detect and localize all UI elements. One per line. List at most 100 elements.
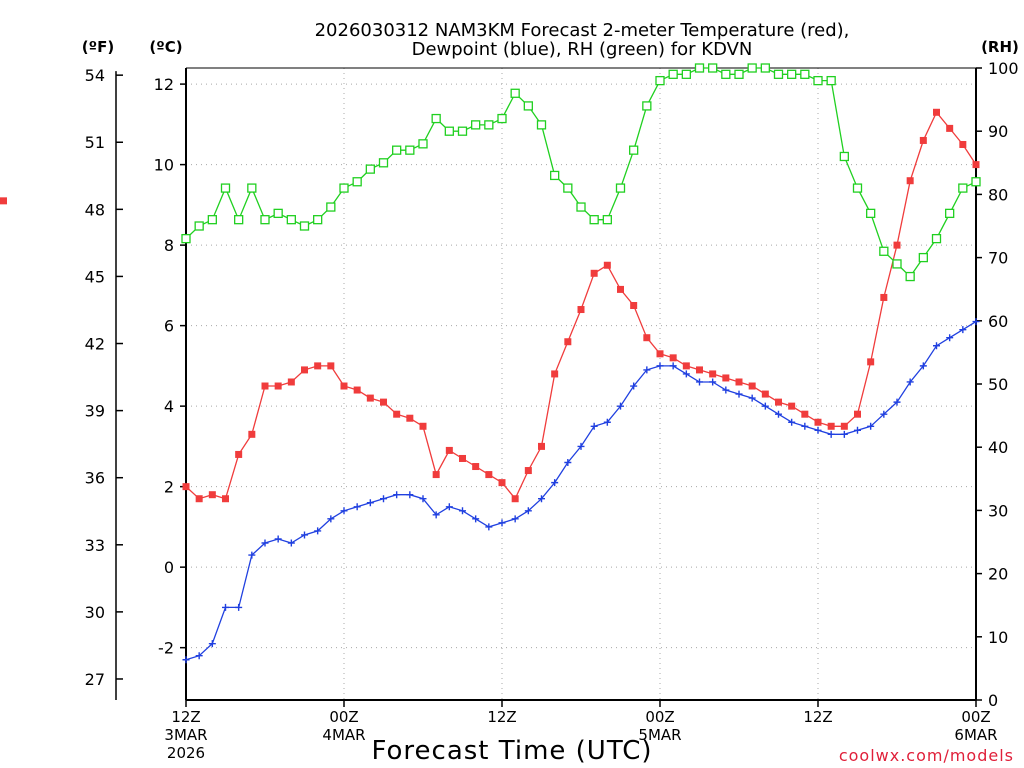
dewpoint-point (854, 426, 861, 434)
dewpoint-point (630, 382, 638, 390)
rh-tick-label: 50 (988, 375, 1008, 394)
rh-point (668, 69, 678, 79)
grid-lines (185, 68, 977, 700)
temperature-point (406, 414, 414, 422)
temperature-point (880, 293, 888, 301)
rh-point (247, 183, 257, 193)
temperature-point (590, 269, 598, 277)
dewpoint-point (195, 652, 203, 660)
temperature-point (340, 382, 348, 390)
rh-point (405, 145, 415, 155)
dewpoint-point (946, 334, 954, 342)
unit-rh-label: (RH) (981, 38, 1019, 56)
temperature-point (656, 350, 664, 358)
rh-point (892, 259, 902, 269)
rh-point (207, 215, 217, 225)
temperature-point (722, 374, 730, 382)
temperature-point (366, 394, 374, 402)
rh-point (365, 164, 375, 174)
x-axis-label: Forecast Time (UTC) (371, 736, 652, 766)
temperature-point (380, 398, 387, 406)
time-tick-date-label: 4MAR (322, 726, 365, 744)
fahrenheit-tick-label: 48 (85, 200, 105, 219)
rh-point (181, 233, 191, 244)
rh-point (589, 215, 599, 225)
temperature-point (669, 354, 677, 362)
temperature-point (0, 197, 7, 205)
dewpoint-point (393, 491, 401, 499)
time-tick-label: 12Z (803, 708, 832, 726)
rh-point (879, 246, 889, 256)
dewpoint-point (709, 378, 717, 386)
rh-point (681, 69, 691, 79)
fahrenheit-tick-label: 51 (85, 133, 105, 152)
rh-point (866, 208, 876, 219)
temperature-point (393, 410, 401, 418)
dewpoint-point (287, 539, 295, 547)
dewpoint-point (603, 418, 611, 426)
rh-tick-label: 80 (988, 185, 1008, 204)
temperature-series (0, 108, 980, 503)
dewpoint-point (669, 362, 677, 370)
fahrenheit-tick-label: 33 (85, 536, 105, 555)
rh-point (655, 75, 665, 86)
rh-point (273, 208, 283, 219)
temperature-point (906, 177, 914, 185)
dewpoint-point (801, 422, 809, 430)
fahrenheit-axis: 27 30 33 36 39 42 45 48 51 54 (85, 66, 123, 689)
temperature-point (419, 422, 427, 430)
temperature-point (735, 378, 743, 386)
dewpoint-point (498, 519, 506, 527)
dewpoint-point (656, 362, 664, 370)
temperature-point (696, 366, 703, 374)
temperature-point (893, 241, 901, 249)
temperature-line (185, 111, 977, 500)
rh-point (286, 215, 296, 225)
dewpoint-point (840, 430, 848, 438)
rh-point (642, 101, 652, 111)
dewpoint-point (327, 515, 335, 523)
rh-point (852, 183, 863, 193)
rh-point (760, 63, 770, 73)
unit-celsius-label: (ºC) (149, 38, 182, 56)
temperature-point (222, 495, 229, 503)
temperature-point (959, 140, 967, 148)
celsius-tick-label: 12 (154, 75, 174, 94)
temperature-point (524, 467, 532, 475)
rh-point (602, 215, 612, 225)
temperature-point (235, 450, 243, 458)
rh-point (234, 215, 244, 225)
rh-point (194, 221, 204, 231)
time-tick-year-label: 2026 (167, 744, 205, 762)
dewpoint-point (893, 398, 901, 406)
rh-point (536, 120, 547, 130)
temperature-point (538, 442, 545, 450)
dewpoint-point (959, 326, 967, 334)
rh-axis: 0 10 20 30 40 50 60 70 80 90 100 (976, 59, 1019, 710)
temperature-point (498, 479, 506, 487)
dewpoint-point (419, 495, 427, 503)
dewpoint-point (208, 640, 216, 648)
temperature-point (432, 471, 440, 479)
rh-point (826, 75, 836, 86)
credit-text: coolwx.com/models (839, 746, 1014, 765)
temperature-point (195, 495, 203, 503)
temperature-point (274, 382, 282, 390)
dewpoint-point (748, 394, 756, 402)
dewpoint-point (235, 603, 243, 611)
dewpoint-point (880, 410, 888, 418)
dewpoint-point (340, 507, 348, 515)
fahrenheit-tick-label: 54 (85, 66, 105, 85)
rh-point (747, 63, 757, 73)
dewpoint-point (538, 495, 545, 503)
temperature-point (314, 362, 322, 370)
dewpoint-point (182, 656, 190, 664)
rh-point (839, 151, 849, 162)
temperature-point (827, 422, 835, 430)
time-tick-date-label: 3MAR (164, 726, 207, 744)
dewpoint-point (524, 507, 532, 515)
dewpoint-point (222, 603, 229, 611)
rh-tick-label: 60 (988, 312, 1008, 331)
dewpoint-point (617, 402, 624, 410)
